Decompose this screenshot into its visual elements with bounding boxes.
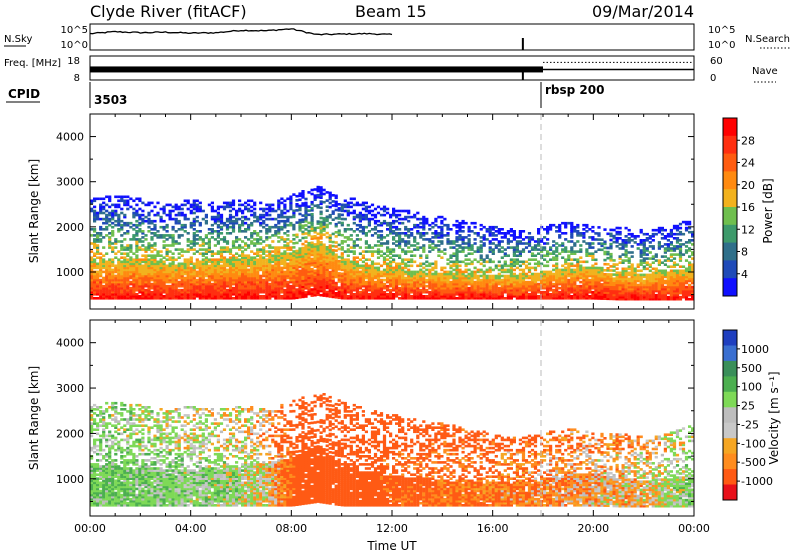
noise-left-tick-top: 10^5 bbox=[61, 25, 88, 36]
colorbar-swatch bbox=[723, 360, 737, 377]
colorbar-tick: 20 bbox=[741, 179, 755, 192]
range-tick-label: 3000 bbox=[56, 176, 84, 189]
nave-label: Nave bbox=[752, 66, 778, 77]
cpid-label: CPID bbox=[8, 87, 40, 101]
colorbar-swatch bbox=[723, 207, 737, 226]
colorbar-tick: 100 bbox=[741, 381, 762, 394]
cpid-segment-2: rbsp 200 bbox=[545, 83, 604, 97]
colorbar-swatch bbox=[723, 224, 737, 244]
colorbar-swatch bbox=[723, 422, 737, 439]
noise-right-tick-bottom: 10^0 bbox=[708, 40, 735, 51]
time-axis-label: Time UT bbox=[366, 539, 417, 553]
velocity-ylabel: Slant Range [km] bbox=[27, 366, 41, 470]
range-tick-label: 1000 bbox=[56, 473, 84, 486]
colorbar-swatch bbox=[723, 484, 737, 501]
freq-left-tick-bottom: 8 bbox=[74, 73, 80, 84]
noise-left-label: N.Sky bbox=[4, 34, 32, 45]
colorbar-swatch bbox=[723, 453, 737, 470]
noise-left-tick-bottom: 10^0 bbox=[61, 40, 88, 51]
colorbar-tick: 8 bbox=[741, 246, 748, 259]
colorbar-swatch bbox=[723, 469, 737, 486]
colorbar-swatch bbox=[723, 135, 737, 155]
noise-right-label: N.Search bbox=[745, 34, 790, 45]
colorbar-tick: -1000 bbox=[741, 475, 773, 488]
colorbar-tick: 500 bbox=[741, 362, 762, 375]
time-tick-label: 20:00 bbox=[577, 522, 609, 535]
time-axis: 00:00 04:00 08:00 12:00 16:00 20:00 00:00 bbox=[74, 114, 710, 535]
range-tick-label: 3000 bbox=[56, 382, 84, 395]
colorbar-tick: -100 bbox=[741, 437, 766, 450]
velocity-colorbar: 1000 500 100 25 -25 -100 -500 -1000 bbox=[722, 329, 773, 501]
date-title: 09/Mar/2014 bbox=[592, 2, 694, 21]
colorbar-swatch bbox=[723, 330, 737, 346]
colorbar-swatch bbox=[723, 438, 737, 455]
colorbar-swatch bbox=[723, 391, 737, 408]
colorbar-swatch bbox=[723, 118, 737, 137]
range-tick-label: 4000 bbox=[56, 131, 84, 144]
time-tick-label: 04:00 bbox=[175, 522, 207, 535]
colorbar-tick: 24 bbox=[741, 157, 755, 170]
time-tick-label: 12:00 bbox=[376, 522, 408, 535]
power-panel: 1000 2000 3000 4000 Slant Range [km] 4 8 12 16… bbox=[27, 113, 775, 310]
range-tick-label: 2000 bbox=[56, 221, 84, 234]
colorbar-swatch bbox=[723, 171, 737, 190]
range-tick-label: 1000 bbox=[56, 266, 84, 279]
noise-panel: N.Sky 10^5 10^0 10^5 10^0 N.Search bbox=[4, 23, 790, 51]
cpid-segment-1: 3503 bbox=[94, 93, 127, 107]
frequency-trace bbox=[90, 61, 694, 80]
velocity-panel: 1000 2000 3000 4000 Slant Range [km] 1000 50… bbox=[27, 319, 781, 517]
noise-line bbox=[89, 28, 393, 36]
beam-title: Beam 15 bbox=[355, 2, 427, 21]
colorbar-swatch bbox=[723, 407, 737, 424]
power-colorbar: 4 8 12 16 20 24 28 bbox=[722, 117, 755, 297]
colorbar-swatch bbox=[723, 278, 737, 297]
colorbar-swatch bbox=[723, 345, 737, 362]
colorbar-swatch bbox=[723, 242, 737, 261]
colorbar-tick: 12 bbox=[741, 223, 755, 236]
frequency-panel: Freq. [MHz] 18 8 60 0 Nave bbox=[4, 55, 778, 84]
velocity-colorbar-label: Velocity [m s⁻¹] bbox=[767, 371, 781, 464]
freq-right-tick-top: 60 bbox=[710, 56, 723, 67]
colorbar-swatch bbox=[723, 376, 737, 393]
noise-right-tick-top: 10^5 bbox=[708, 25, 735, 36]
colorbar-swatch bbox=[723, 189, 737, 208]
freq-band bbox=[90, 66, 543, 73]
range-tick-label: 2000 bbox=[56, 427, 84, 440]
station-title: Clyde River (fitACF) bbox=[90, 2, 247, 21]
range-tick-label: 4000 bbox=[56, 337, 84, 350]
freq-left-tick-top: 18 bbox=[67, 56, 80, 67]
time-tick-label: 16:00 bbox=[477, 522, 509, 535]
time-tick-label: 00:00 bbox=[74, 522, 106, 535]
colorbar-tick: 25 bbox=[741, 400, 755, 413]
colorbar-tick: 4 bbox=[741, 268, 748, 281]
colorbar-tick: 1000 bbox=[741, 343, 769, 356]
colorbar-swatch bbox=[723, 153, 737, 172]
noise-trace bbox=[89, 28, 524, 50]
colorbar-tick: 28 bbox=[741, 134, 755, 147]
time-tick-label: 00:00 bbox=[678, 522, 710, 535]
colorbar-tick: -25 bbox=[741, 418, 759, 431]
freq-left-label: Freq. [MHz] bbox=[4, 58, 61, 69]
time-tick-label: 08:00 bbox=[275, 522, 307, 535]
power-colorbar-label: Power [dB] bbox=[761, 178, 775, 243]
power-ylabel: Slant Range [km] bbox=[27, 159, 41, 263]
colorbar-swatch bbox=[723, 260, 737, 279]
freq-right-tick-bottom: 0 bbox=[710, 73, 716, 84]
colorbar-tick: -500 bbox=[741, 456, 766, 469]
cpid-strip: CPID 3503 rbsp 200 bbox=[6, 82, 604, 108]
colorbar-tick: 16 bbox=[741, 201, 755, 214]
